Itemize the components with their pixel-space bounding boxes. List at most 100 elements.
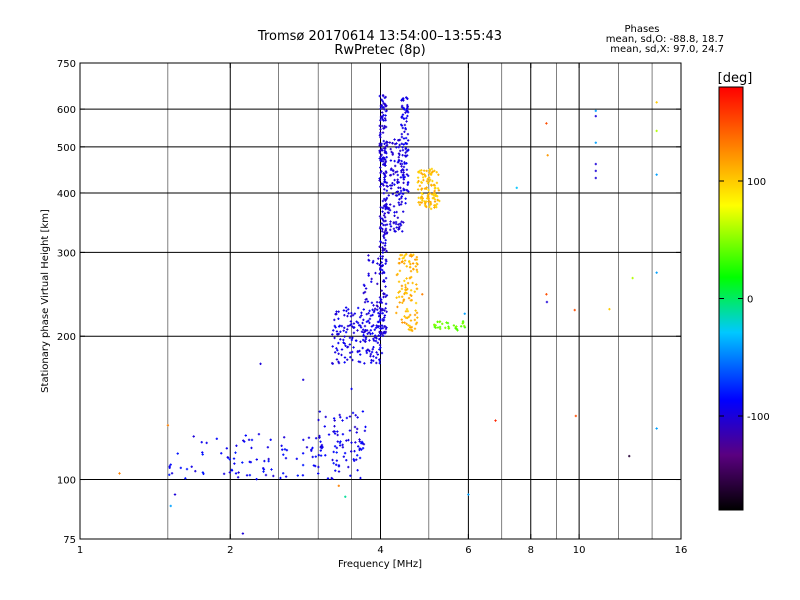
data-point (380, 301, 384, 304)
data-point (430, 192, 434, 196)
data-point (331, 458, 334, 462)
data-point (366, 332, 369, 335)
data-point (435, 202, 439, 206)
data-point (362, 443, 366, 446)
data-point (432, 196, 436, 200)
data-point (420, 195, 423, 198)
data-point (378, 94, 381, 98)
data-point (384, 160, 388, 163)
data-point (389, 173, 393, 177)
data-point (428, 178, 432, 181)
data-point (348, 351, 352, 354)
y-tick-label: 750 (57, 59, 76, 70)
data-point (381, 100, 384, 103)
data-point (382, 271, 386, 275)
data-point (381, 257, 384, 260)
data-point (324, 454, 327, 457)
data-point (379, 149, 382, 152)
data-point (379, 334, 382, 338)
data-point (421, 176, 425, 179)
data-point (266, 446, 270, 449)
data-point (355, 431, 358, 434)
data-point (342, 338, 345, 342)
data-point (421, 173, 425, 176)
data-point (418, 169, 422, 173)
data-point (379, 185, 382, 188)
data-point (389, 220, 392, 223)
data-point (264, 473, 268, 477)
data-point (248, 460, 251, 464)
data-point (380, 142, 383, 146)
data-point (395, 170, 399, 173)
data-point (395, 311, 398, 315)
data-point (370, 359, 373, 362)
data-point (301, 463, 305, 467)
data-point (367, 319, 370, 323)
data-point (398, 257, 401, 261)
data-point (347, 465, 350, 469)
data-point (343, 342, 346, 345)
data-point (346, 324, 350, 328)
data-point (376, 353, 380, 356)
data-point (390, 150, 393, 154)
data-point (396, 178, 399, 181)
data-point (414, 322, 418, 326)
data-point (319, 449, 322, 452)
data-point (393, 178, 396, 182)
data-point (270, 468, 273, 471)
data-point (404, 147, 407, 151)
data-point (384, 109, 388, 113)
data-point (545, 300, 549, 304)
data-point (381, 334, 385, 338)
data-point (433, 187, 437, 190)
data-point (382, 219, 385, 222)
data-point (403, 292, 406, 296)
data-point (594, 141, 598, 144)
data-point (594, 176, 598, 180)
data-point (393, 211, 396, 214)
data-point (377, 325, 380, 329)
data-point (420, 172, 423, 175)
data-point (244, 434, 247, 437)
data-point (250, 438, 254, 442)
data-point (655, 427, 658, 430)
data-point (351, 313, 355, 317)
data-point (323, 425, 326, 428)
data-point (382, 106, 385, 109)
data-point (494, 419, 497, 422)
data-point (369, 361, 373, 364)
data-point (341, 443, 344, 447)
data-point (359, 340, 362, 343)
data-point (378, 272, 381, 275)
data-point (347, 308, 350, 311)
data-point (351, 325, 354, 328)
data-point (399, 176, 403, 179)
data-point (382, 279, 386, 282)
data-point (200, 440, 203, 444)
data-point (404, 197, 407, 200)
data-point (311, 446, 314, 450)
data-point (382, 156, 385, 159)
data-point (429, 172, 433, 175)
data-point (371, 332, 374, 335)
data-point (384, 302, 388, 306)
data-point (361, 446, 365, 450)
data-point (379, 136, 382, 139)
data-point (372, 359, 375, 362)
data-point (378, 330, 381, 334)
stats-heading: Phases (624, 24, 659, 35)
data-point (237, 471, 240, 474)
data-point (373, 307, 377, 311)
data-point (430, 167, 434, 171)
data-point (326, 477, 330, 480)
data-point (333, 318, 336, 322)
data-point (384, 276, 388, 280)
data-point (337, 352, 340, 355)
data-point (400, 115, 404, 118)
data-point (428, 203, 432, 207)
data-point (384, 307, 387, 310)
data-point (384, 295, 387, 298)
data-point (467, 493, 470, 496)
data-point (382, 172, 385, 175)
data-point (346, 314, 349, 318)
